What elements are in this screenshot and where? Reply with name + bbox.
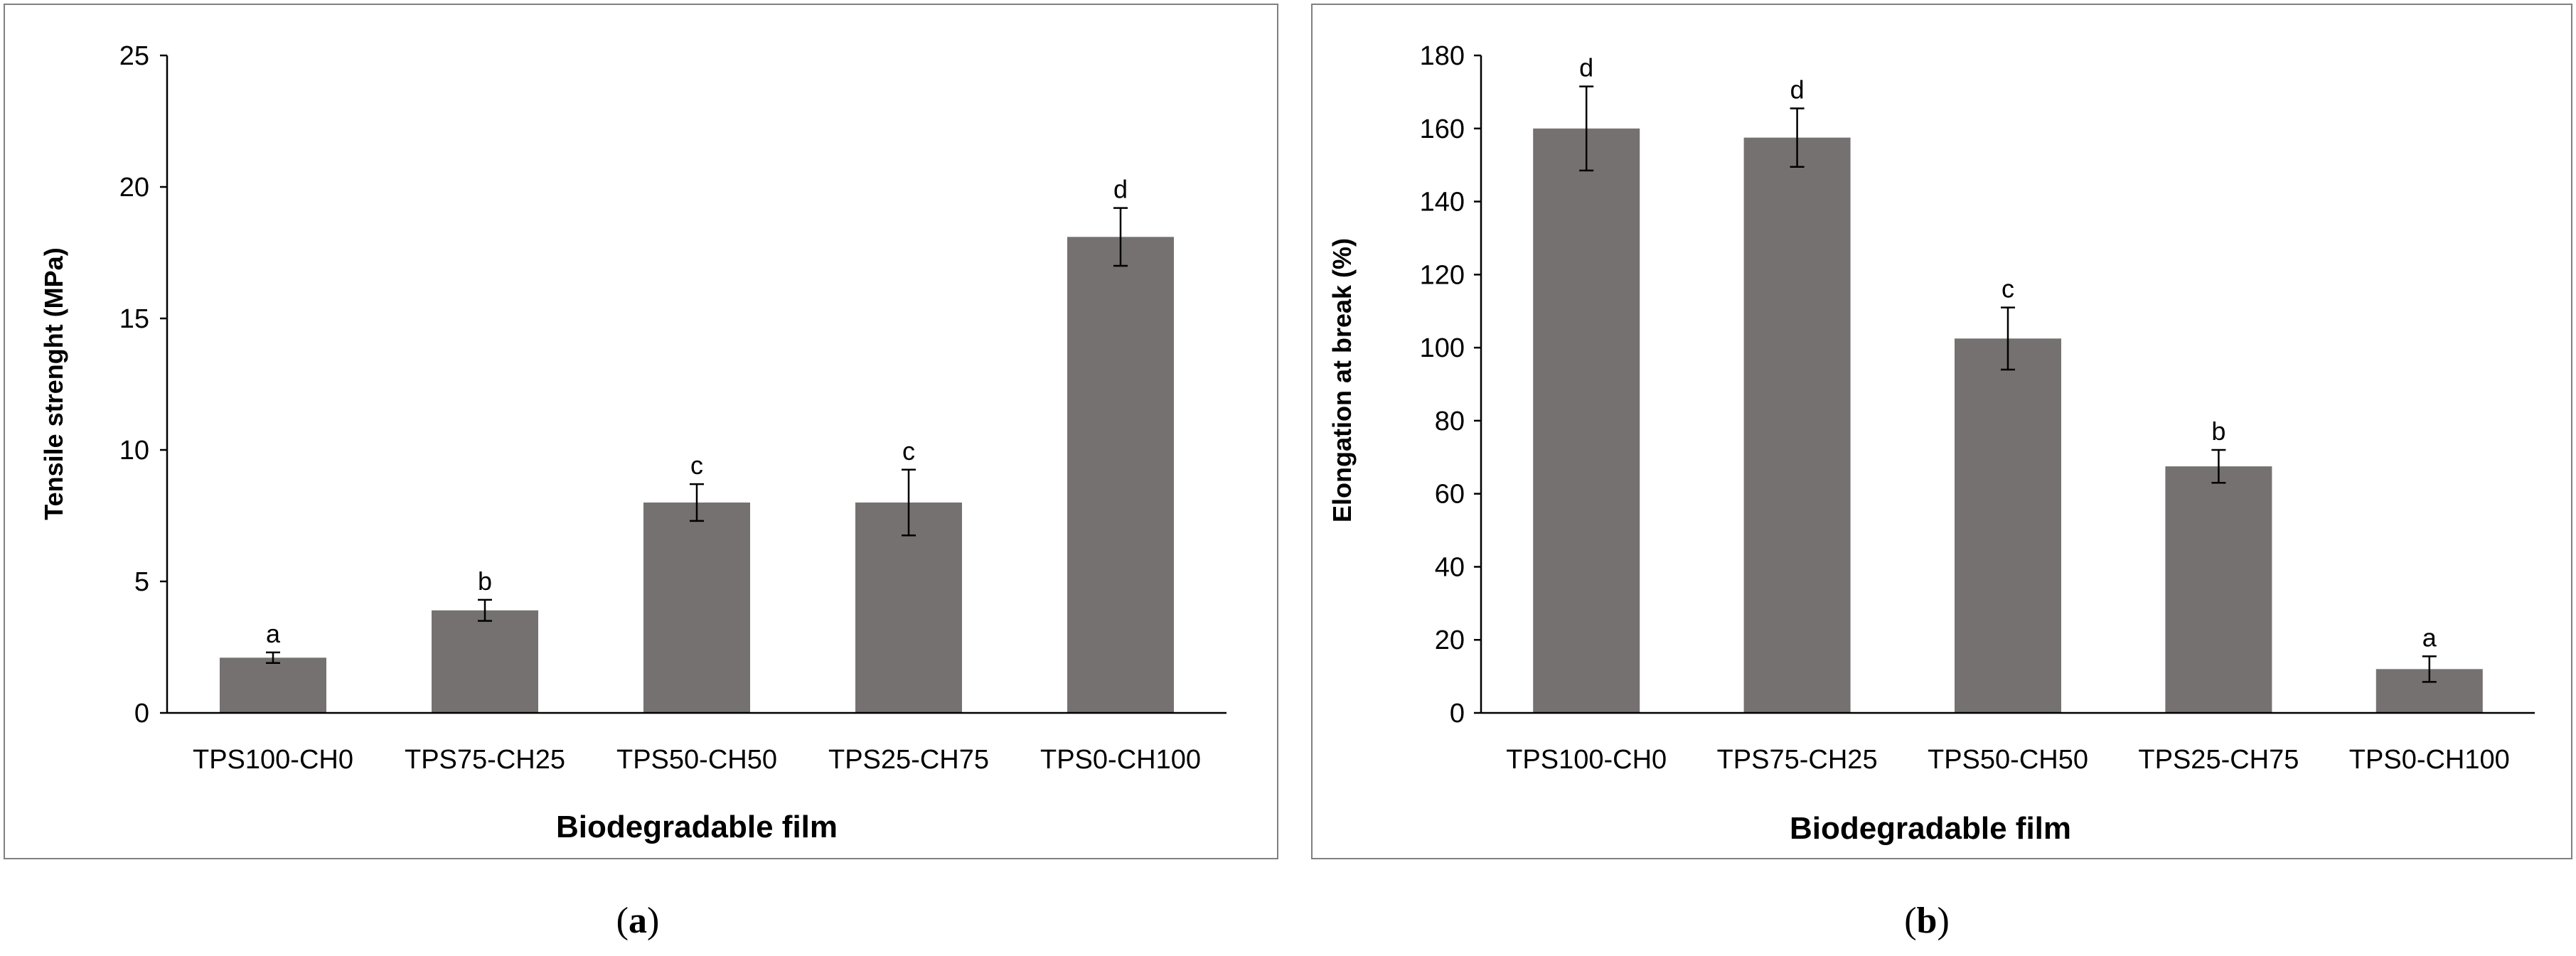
y-tick-label: 100: [1420, 333, 1465, 363]
x-tick-label: TPS100-CH0: [193, 745, 353, 775]
bars-b: d d c b a: [1533, 53, 2483, 713]
x-tick-label: TPS0-CH100: [1040, 745, 1201, 775]
y-axis-ticks-a: 0 5 10 15 20 25: [119, 41, 167, 729]
y-tick-label: 80: [1435, 407, 1465, 436]
significance-label: d: [1790, 75, 1805, 104]
y-tick-label: 10: [119, 436, 149, 466]
y-tick-label: 180: [1420, 41, 1465, 71]
y-tick-label: 15: [119, 304, 149, 334]
x-axis-label-a: Biodegradable film: [556, 810, 838, 844]
bar: [220, 657, 326, 713]
y-tick-label: 140: [1420, 188, 1465, 217]
caption-b-letter: b: [1917, 901, 1938, 941]
x-tick-label: TPS75-CH25: [1717, 745, 1878, 775]
y-axis-label-a: Tensile strenght (MPa): [39, 247, 68, 520]
y-axis-label-b: Elongation at break (%): [1327, 238, 1357, 522]
x-tick-label: TPS25-CH75: [2138, 745, 2299, 775]
x-tick-label: TPS50-CH50: [616, 745, 777, 775]
bar: [1955, 338, 2061, 713]
significance-label: c: [2002, 274, 2014, 304]
significance-label: b: [478, 566, 492, 596]
bar: [855, 503, 962, 713]
bar: [1533, 128, 1640, 713]
category-labels-b: TPS100-CH0 TPS75-CH25 TPS50-CH50 TPS25-CH75…: [1506, 745, 2510, 775]
caption-a: (a): [616, 901, 660, 941]
significance-label: a: [2422, 623, 2437, 652]
significance-label: a: [266, 619, 281, 648]
y-tick-label: 20: [119, 173, 149, 203]
bar: [2165, 466, 2272, 713]
significance-label: c: [902, 436, 915, 466]
chart-frame-a: [4, 4, 1278, 859]
y-tick-label: 120: [1420, 260, 1465, 290]
x-tick-label: TPS25-CH75: [828, 745, 989, 775]
bar: [1743, 137, 1851, 713]
x-tick-label: TPS100-CH0: [1506, 745, 1667, 775]
y-tick-label: 160: [1420, 114, 1465, 144]
x-tick-label: TPS50-CH50: [1928, 745, 2088, 775]
bar: [1067, 237, 1174, 713]
x-tick-label: TPS0-CH100: [2349, 745, 2510, 775]
significance-label: b: [2211, 417, 2225, 446]
bars-a: a b c c d: [220, 175, 1174, 713]
y-tick-label: 60: [1435, 480, 1465, 510]
y-tick-label: 40: [1435, 552, 1465, 582]
y-tick-label: 0: [1450, 699, 1465, 729]
y-tick-label: 0: [134, 699, 149, 729]
x-axis-label-b: Biodegradable film: [1790, 811, 2071, 846]
caption-a-letter: a: [629, 901, 647, 941]
significance-label: c: [690, 451, 703, 480]
y-tick-label: 5: [134, 567, 149, 597]
chart-frame-b: [1311, 4, 2572, 859]
category-labels-a: TPS100-CH0 TPS75-CH25 TPS50-CH50 TPS25-CH75…: [193, 745, 1201, 775]
significance-label: d: [1113, 175, 1128, 204]
bar: [432, 610, 538, 713]
caption-b: (b): [1904, 901, 1950, 941]
chart-panel-b: 0 20 40 60 80 100 120 140 160 180 d d c b a TPS100-CH…: [1311, 4, 2572, 859]
y-tick-label: 20: [1435, 625, 1465, 655]
x-tick-label: TPS75-CH25: [405, 745, 565, 775]
significance-label: d: [1579, 53, 1593, 82]
y-axis-ticks-b: 0 20 40 60 80 100 120 140 160 180: [1420, 41, 1481, 729]
bar: [643, 503, 750, 713]
y-tick-label: 25: [119, 41, 149, 71]
